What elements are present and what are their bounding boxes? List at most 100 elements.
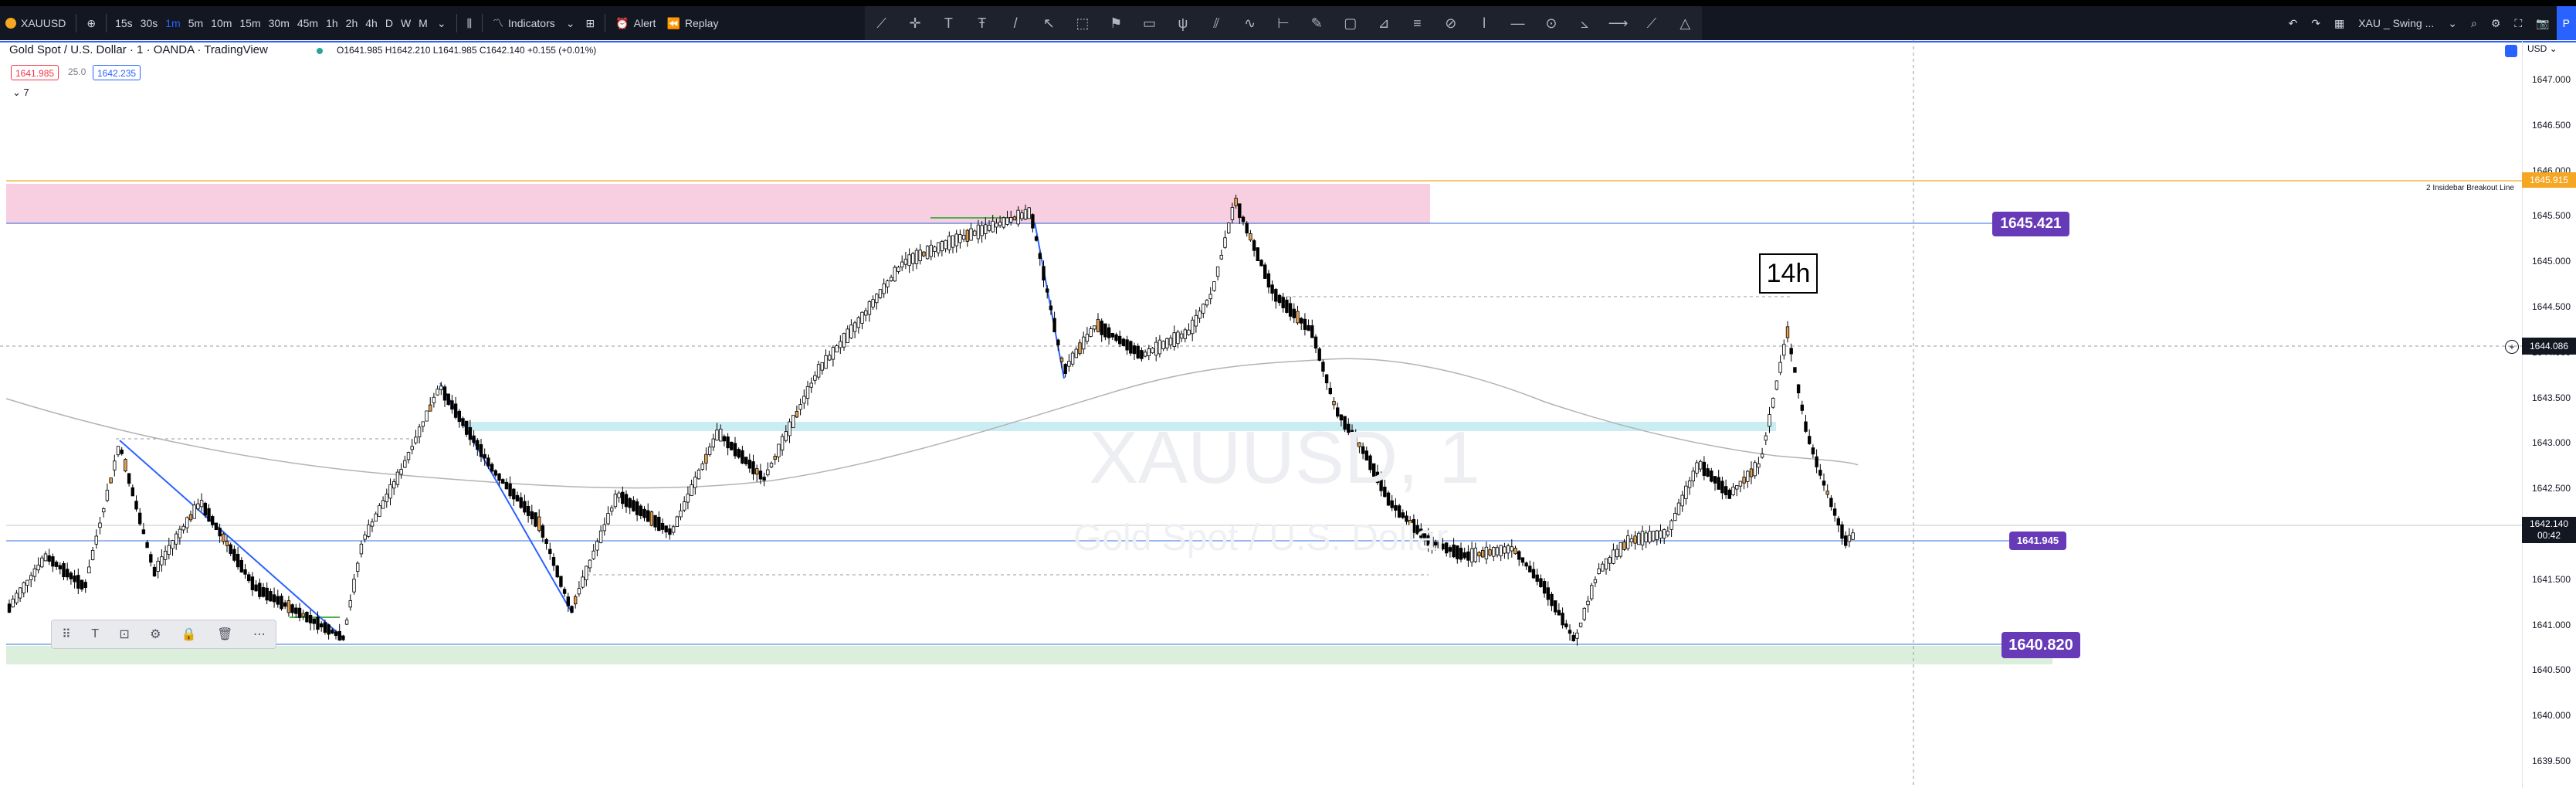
candle bbox=[94, 535, 98, 545]
candle bbox=[1796, 384, 1801, 394]
collapse-indicators[interactable]: ⌄ 7 bbox=[12, 87, 29, 99]
lines-icon[interactable]: ≡ bbox=[1413, 15, 1422, 31]
candle bbox=[646, 510, 650, 522]
currency-selector[interactable]: USD ⌄ bbox=[2527, 43, 2557, 54]
interval-1h[interactable]: 1h bbox=[326, 17, 338, 29]
level-label-top[interactable]: 1645.421 bbox=[1992, 212, 2069, 236]
candle bbox=[1198, 311, 1202, 319]
interval-1m[interactable]: 1m bbox=[165, 17, 181, 29]
interval-dropdown[interactable]: ⌄ bbox=[432, 6, 452, 40]
trendline-left[interactable] bbox=[119, 440, 344, 639]
candle bbox=[36, 564, 40, 571]
candle bbox=[472, 435, 476, 443]
chart-type-button[interactable]: ⫼ bbox=[462, 6, 477, 40]
candle bbox=[1419, 528, 1423, 538]
interval-M[interactable]: M bbox=[419, 17, 428, 29]
trash-icon[interactable]: 🗑 bbox=[217, 628, 233, 641]
text-icon[interactable]: T bbox=[91, 627, 100, 640]
more-icon[interactable]: ⋯ bbox=[253, 628, 266, 641]
level-label-bottom[interactable]: 1640.820 bbox=[2001, 632, 2080, 658]
camera-icon[interactable]: 📷 bbox=[2536, 16, 2550, 29]
cyan-zone[interactable] bbox=[463, 422, 1776, 431]
candle bbox=[261, 587, 266, 597]
level-label-mid[interactable]: 1641.945 bbox=[2009, 532, 2066, 550]
layout-name[interactable]: XAU _ Swing ... bbox=[2358, 17, 2435, 29]
chevron-down-icon[interactable]: ⌄ bbox=[2448, 16, 2457, 29]
candle bbox=[1561, 613, 1564, 626]
templates-button[interactable]: ⊞ bbox=[580, 6, 600, 40]
channel-icon[interactable]: ⫽ bbox=[1213, 15, 1220, 31]
circle-icon[interactable]: ⦣ bbox=[1581, 15, 1589, 31]
drag-handle-icon[interactable]: ⠿ bbox=[62, 628, 71, 641]
comment-icon[interactable]: ▭ bbox=[1143, 15, 1157, 31]
buy-button[interactable]: 1642.235 bbox=[93, 65, 141, 80]
template-icon[interactable]: ⊡ bbox=[119, 628, 130, 641]
indicators-button[interactable]: 〽 Indicators ⌄ bbox=[487, 6, 580, 40]
timeframe-tag[interactable]: 14h bbox=[1759, 253, 1818, 294]
text-icon[interactable]: T bbox=[944, 15, 953, 31]
arrow-icon[interactable]: ↖ bbox=[1042, 15, 1056, 31]
publish-button[interactable]: P bbox=[2556, 6, 2576, 40]
chart-legend-title[interactable]: Gold Spot / U.S. Dollar · 1 · OANDA · Tr… bbox=[9, 43, 268, 56]
alert-button[interactable]: ⏰ Alert bbox=[610, 6, 661, 40]
range-icon[interactable]: ⊢ bbox=[1277, 15, 1290, 31]
interval-2h[interactable]: 2h bbox=[345, 17, 358, 29]
interval-30m[interactable]: 30m bbox=[268, 17, 290, 29]
green-demand-zone[interactable] bbox=[6, 646, 2052, 664]
alert-marker-icon[interactable] bbox=[2505, 45, 2517, 57]
drawing-toolbar: ⟋ ✛ T Ŧ / ↖ ⬚ ⚑ ▭ ψ ⫽ ∿ ⊢ ✎ ▢ ⊿ ≡ ⊘ ǀ — ⊙ ⦣ ⟶ ⟋ △ bbox=[865, 6, 1702, 40]
add-symbol-button[interactable]: ⊕ bbox=[81, 6, 101, 40]
vertical-icon[interactable]: ǀ bbox=[1482, 15, 1486, 31]
trendline-icon[interactable]: / bbox=[1013, 15, 1018, 31]
candle bbox=[886, 280, 890, 287]
candle bbox=[1597, 568, 1601, 575]
path-icon[interactable]: ∿ bbox=[1244, 15, 1256, 31]
candle bbox=[1749, 468, 1754, 477]
rectangle-icon[interactable]: ▢ bbox=[1344, 15, 1357, 31]
price-chart[interactable]: XAUUSD, 1 Gold Spot / U.S. Dollar 2 Insi… bbox=[0, 40, 2576, 788]
gann-icon[interactable]: ⊘ bbox=[1445, 15, 1457, 31]
price-axis[interactable]: USD ⌄ 1647.000 1646.500 1646.000 1645.500 16… bbox=[2522, 40, 2576, 788]
undo-icon[interactable]: ↶ bbox=[2288, 16, 2298, 29]
interval-4h[interactable]: 4h bbox=[365, 17, 378, 29]
settings-icon[interactable]: ⚙ bbox=[150, 628, 161, 641]
fib-icon[interactable]: Ŧ bbox=[978, 15, 987, 31]
candle bbox=[1448, 547, 1452, 552]
interval-15m[interactable]: 15m bbox=[239, 17, 261, 29]
horizontal-icon[interactable]: — bbox=[1510, 15, 1525, 31]
interval-30s[interactable]: 30s bbox=[140, 17, 158, 29]
ray-icon[interactable]: ⟋ bbox=[1646, 15, 1657, 31]
brush-icon[interactable]: ✎ bbox=[1310, 15, 1323, 31]
price-tick: 1641.500 bbox=[2532, 573, 2571, 585]
trend-angle-icon[interactable]: ⟶ bbox=[1608, 15, 1629, 31]
callout-icon[interactable]: ⬚ bbox=[1076, 15, 1090, 31]
symbol-search[interactable]: XAUUSD bbox=[0, 6, 71, 40]
pitchfork-icon[interactable]: ψ bbox=[1178, 15, 1188, 31]
interval-D[interactable]: D bbox=[385, 17, 393, 29]
cursor-icon[interactable]: ⟋ bbox=[876, 15, 886, 31]
pink-supply-zone[interactable] bbox=[6, 184, 1430, 224]
crosshair-plus-icon[interactable]: + bbox=[2505, 340, 2519, 354]
settings-icon[interactable]: ⚙ bbox=[2490, 16, 2501, 29]
candle bbox=[1426, 535, 1430, 546]
redo-icon[interactable]: ↷ bbox=[2311, 16, 2320, 29]
ruler-icon[interactable]: ⊿ bbox=[1378, 15, 1390, 31]
watermark-name: Gold Spot / U.S. Dollar bbox=[1073, 518, 1449, 559]
flag-icon[interactable]: ⚑ bbox=[1110, 15, 1123, 31]
layout-icon[interactable]: ▦ bbox=[2334, 16, 2345, 29]
triangle-icon[interactable]: △ bbox=[1679, 15, 1691, 31]
fullscreen-icon[interactable]: ⛶ bbox=[2514, 16, 2523, 29]
crosshair-icon[interactable]: ✛ bbox=[909, 15, 921, 31]
interval-15s[interactable]: 15s bbox=[115, 17, 133, 29]
interval-45m[interactable]: 45m bbox=[297, 17, 319, 29]
sell-button[interactable]: 1641.985 bbox=[11, 65, 59, 80]
trendline-right[interactable] bbox=[1034, 222, 1065, 379]
interval-5m[interactable]: 5m bbox=[188, 17, 204, 29]
lock-icon[interactable]: 🔒 bbox=[181, 628, 197, 641]
search-icon[interactable]: ⌕ bbox=[2471, 16, 2477, 29]
interval-W[interactable]: W bbox=[400, 17, 412, 29]
interval-10m[interactable]: 10m bbox=[211, 17, 232, 29]
replay-button[interactable]: ⏪ Replay bbox=[661, 6, 724, 40]
projection-icon[interactable]: ⊙ bbox=[1545, 15, 1557, 31]
gold-coin-icon bbox=[5, 18, 16, 29]
